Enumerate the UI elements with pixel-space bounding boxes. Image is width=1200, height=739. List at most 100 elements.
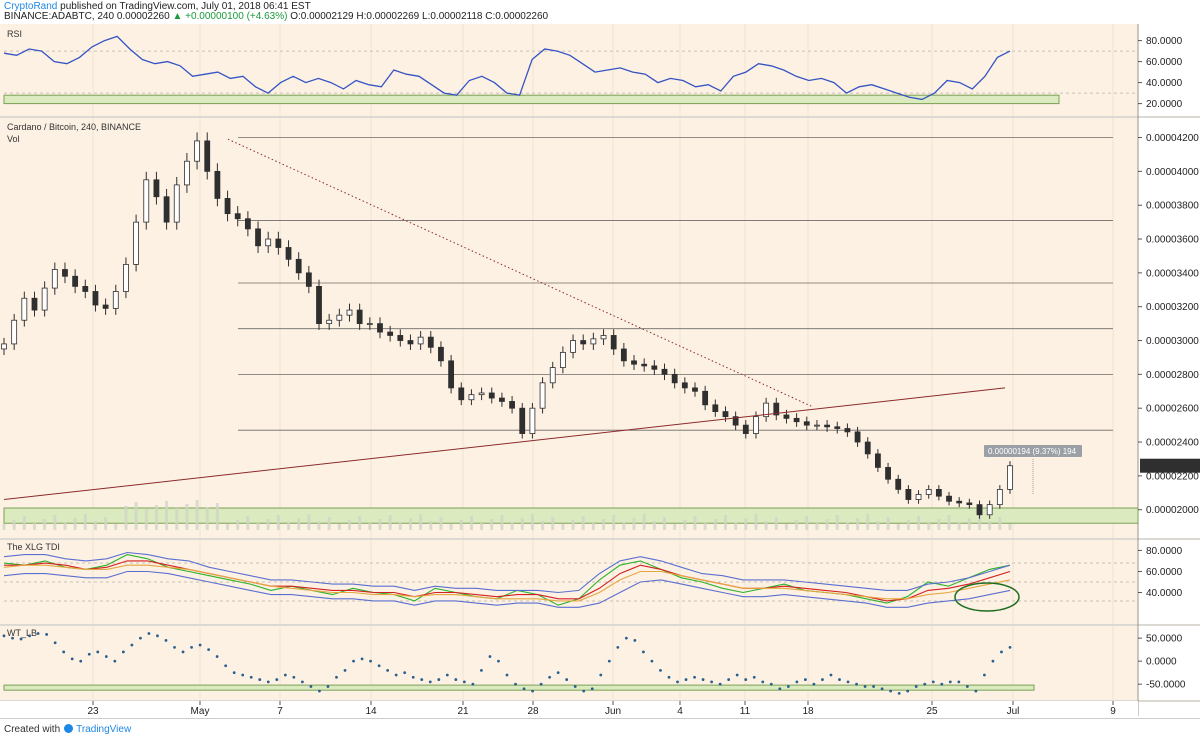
volume-bar [663,517,667,530]
open-label: O: [290,11,301,22]
wt-dot [207,648,211,652]
wt-dot [556,671,560,675]
x-tick-label: May [191,706,210,717]
wt-dot [514,682,517,686]
volume-bar [327,517,331,530]
volume-bar [154,505,158,530]
measure-label-box [984,445,1082,457]
wt-dot [889,689,893,693]
volume-bar [337,524,341,530]
volume-bar [317,521,321,530]
footer: Created with TradingView [0,718,1200,739]
candle-body [753,416,759,434]
candle-body [184,160,190,186]
volume-bar [124,506,128,530]
price-ytick-label: 0.00003800 [1146,201,1199,212]
wt-dot [428,680,432,684]
candle-body [1007,465,1013,490]
price-background [0,118,1138,538]
x-tick-label: 11 [740,706,751,717]
volume-bar [937,519,941,530]
candle-body [803,421,810,426]
x-tick-label: 9 [1110,706,1116,717]
tdi-panel[interactable]: The XLG TDI [3,540,1138,624]
wt-dot [735,673,739,677]
volume-bar [307,514,311,530]
wt-dot [897,691,901,695]
price-ytick-label: 0.00003600 [1146,235,1199,246]
high-label: H: [356,11,367,22]
candle-body [305,272,312,287]
candle-body [265,238,272,247]
wt-dot [249,675,253,679]
wt-dot [582,689,586,693]
wt-dot [480,668,483,672]
wt-dot [531,689,534,693]
candle-body [610,335,617,350]
price-ytick-label: 0.00003400 [1146,268,1199,279]
candle-body [590,338,597,345]
x-tick-label: 7 [277,706,283,717]
wt-dot [667,675,671,679]
volume-bar [957,522,961,530]
volume-bar [226,524,230,530]
wt-dot [28,634,31,638]
wt-dot [139,636,142,640]
candle-body [102,304,109,309]
wt-dot [701,678,705,681]
candle-body [448,360,455,389]
price-ytick-label: 0.00003200 [1146,302,1199,313]
candle-body [407,340,414,345]
volume-bar [947,515,951,530]
volume-bar [845,522,849,530]
volume-bar [815,523,819,530]
volume-bar [713,519,717,530]
volume-bar [408,518,412,530]
wt-dot [462,680,466,684]
candle-body [844,428,851,433]
tradingview-link[interactable]: TradingView [76,724,132,735]
wt-dot [318,689,321,693]
candle-body [905,488,912,500]
price-support-zone [3,507,1139,524]
volume-label: Vol [7,134,20,144]
candle-body [285,247,292,260]
candle-body [244,218,251,230]
volume-bar [449,524,453,530]
volume-bar [439,517,443,530]
volume-bar [581,516,585,530]
candle-body [427,336,434,348]
rsi-ytick-label: 20.0000 [1146,99,1183,110]
author-link[interactable]: CryptoRand [4,1,58,12]
chart-canvas[interactable]: RSI Cardano / Bitcoin, 240, BINANCE Vol 0.… [0,0,1200,718]
volume-bar [927,523,931,530]
x-tick-label: 21 [457,706,469,717]
wt-dot [991,659,995,663]
candle-body [996,488,1003,506]
wt-dot [215,655,219,658]
wt-dot [488,655,492,658]
volume-bar [276,515,280,530]
price-panel[interactable]: Cardano / Bitcoin, 240, BINANCE Vol 0.0000… [1,118,1139,538]
wt-dot [147,632,151,635]
volume-bar [287,522,291,530]
volume-bar [998,517,1002,530]
candle-body [295,258,302,274]
wt-ytick-label: 0.0000 [1146,657,1177,668]
x-tick-label: 25 [926,706,938,717]
volume-bar [205,507,209,530]
wt-dot [11,636,14,640]
candle-body [1,343,7,350]
candle-body [62,269,68,277]
wt-panel[interactable]: WT_LB [2,626,1114,700]
volume-bar [866,514,870,530]
volume-bar [703,523,707,530]
candle-body [834,426,841,429]
rsi-panel[interactable]: RSI [3,24,1138,116]
candle-body [326,319,333,325]
volume-bar [32,523,36,530]
candle-body [133,221,140,265]
volume-bar [144,509,148,530]
axes: 80.000060.000040.000020.00000.000042000.… [0,36,1200,718]
candle-body [346,309,353,316]
